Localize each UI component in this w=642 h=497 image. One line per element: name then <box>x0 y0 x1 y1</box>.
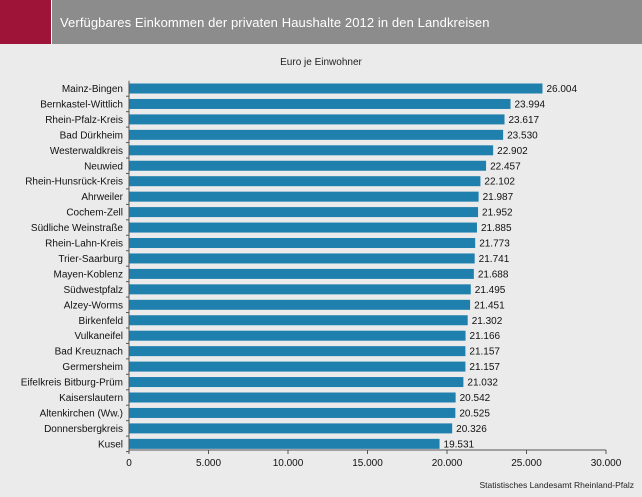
bar <box>129 145 494 156</box>
data-label: 21.451 <box>474 300 505 311</box>
chart-title: Verfügbares Einkommen der privaten Haush… <box>60 14 490 30</box>
data-label: 21.885 <box>481 223 512 234</box>
category-label: Neuwied <box>84 161 123 172</box>
header-bar: Verfügbares Einkommen der privaten Haush… <box>0 0 642 44</box>
category-label: Cochem-Zell <box>66 208 123 219</box>
category-label: Birkenfeld <box>79 316 123 327</box>
data-label: 21.688 <box>478 269 509 280</box>
category-label: Rhein-Pfalz-Kreis <box>45 115 123 126</box>
data-label: 19.531 <box>444 439 475 450</box>
bar <box>129 253 475 264</box>
bar <box>129 129 504 140</box>
data-label: 26.004 <box>546 84 577 95</box>
x-tick-label: 10.000 <box>273 458 304 469</box>
bar <box>129 176 481 187</box>
category-label: Ahrweiler <box>81 192 123 203</box>
category-label: Bernkastel-Wittlich <box>40 99 123 110</box>
category-label: Vulkaneifel <box>74 331 123 342</box>
data-label: 22.457 <box>490 161 521 172</box>
data-label: 21.773 <box>479 239 510 250</box>
bar <box>129 98 511 109</box>
data-label: 22.902 <box>497 146 528 157</box>
bar <box>129 392 456 403</box>
category-label: Donnersbergkreis <box>44 424 123 435</box>
bar <box>129 222 477 233</box>
category-label: Trier-Saarburg <box>58 254 123 265</box>
bar <box>129 299 471 310</box>
x-tick-label: 25.000 <box>511 458 542 469</box>
data-label: 21.302 <box>472 316 503 327</box>
data-label: 21.157 <box>469 362 500 373</box>
chart-subtitle: Euro je Einwohner <box>280 57 362 68</box>
category-label: Eifelkreis Bitburg-Prüm <box>21 378 123 389</box>
category-label: Germersheim <box>62 362 123 373</box>
bar <box>129 346 466 357</box>
data-label: 21.157 <box>469 347 500 358</box>
data-label: 23.530 <box>507 130 538 141</box>
x-tick-label: 5.000 <box>196 458 221 469</box>
x-tick-label: 20.000 <box>432 458 463 469</box>
data-label: 20.525 <box>459 408 490 419</box>
bar <box>129 315 468 326</box>
x-tick-label: 15.000 <box>352 458 383 469</box>
bar <box>129 284 471 295</box>
category-label: Mainz-Bingen <box>62 84 123 95</box>
bar <box>129 238 476 248</box>
category-label: Kaiserslautern <box>59 393 123 404</box>
bar <box>129 191 479 202</box>
bar <box>129 407 456 418</box>
bar <box>129 207 479 218</box>
data-label: 21.166 <box>470 331 501 342</box>
data-label: 21.741 <box>479 254 510 265</box>
bar <box>129 361 466 372</box>
bar <box>129 438 440 449</box>
x-tick-label: 30.000 <box>591 458 622 469</box>
bar <box>129 423 453 434</box>
source-note: Statistisches Landesamt Rheinland-Pfalz <box>479 480 635 490</box>
category-label: Rhein-Lahn-Kreis <box>45 239 123 250</box>
data-label: 21.032 <box>467 378 498 389</box>
bar <box>129 160 487 171</box>
category-label: Alzey-Worms <box>64 300 123 311</box>
data-label: 23.994 <box>515 99 546 110</box>
category-label: Südwestpfalz <box>64 285 123 296</box>
data-label: 20.542 <box>460 393 491 404</box>
header-accent-block <box>0 0 52 44</box>
x-tick-label: 0 <box>126 458 132 469</box>
category-label: Rhein-Hunsrück-Kreis <box>25 177 123 188</box>
bar <box>129 268 474 279</box>
bar <box>129 114 505 125</box>
data-label: 21.952 <box>482 208 513 219</box>
category-label: Bad Kreuznach <box>55 347 123 358</box>
data-label: 22.102 <box>484 177 515 188</box>
bar <box>129 377 464 388</box>
category-label: Mayen-Koblenz <box>54 269 123 280</box>
bar <box>129 83 543 94</box>
data-label: 23.617 <box>509 115 540 126</box>
category-label: Altenkirchen (Ww.) <box>40 408 123 419</box>
data-label: 20.326 <box>456 424 487 435</box>
category-label: Südliche Weinstraße <box>31 223 124 234</box>
category-label: Westerwaldkreis <box>50 146 123 157</box>
category-label: Bad Dürkheim <box>60 130 123 141</box>
data-label: 21.495 <box>475 285 506 296</box>
bar <box>129 330 466 341</box>
category-label: Kusel <box>98 439 123 450</box>
data-label: 21.987 <box>483 192 514 203</box>
